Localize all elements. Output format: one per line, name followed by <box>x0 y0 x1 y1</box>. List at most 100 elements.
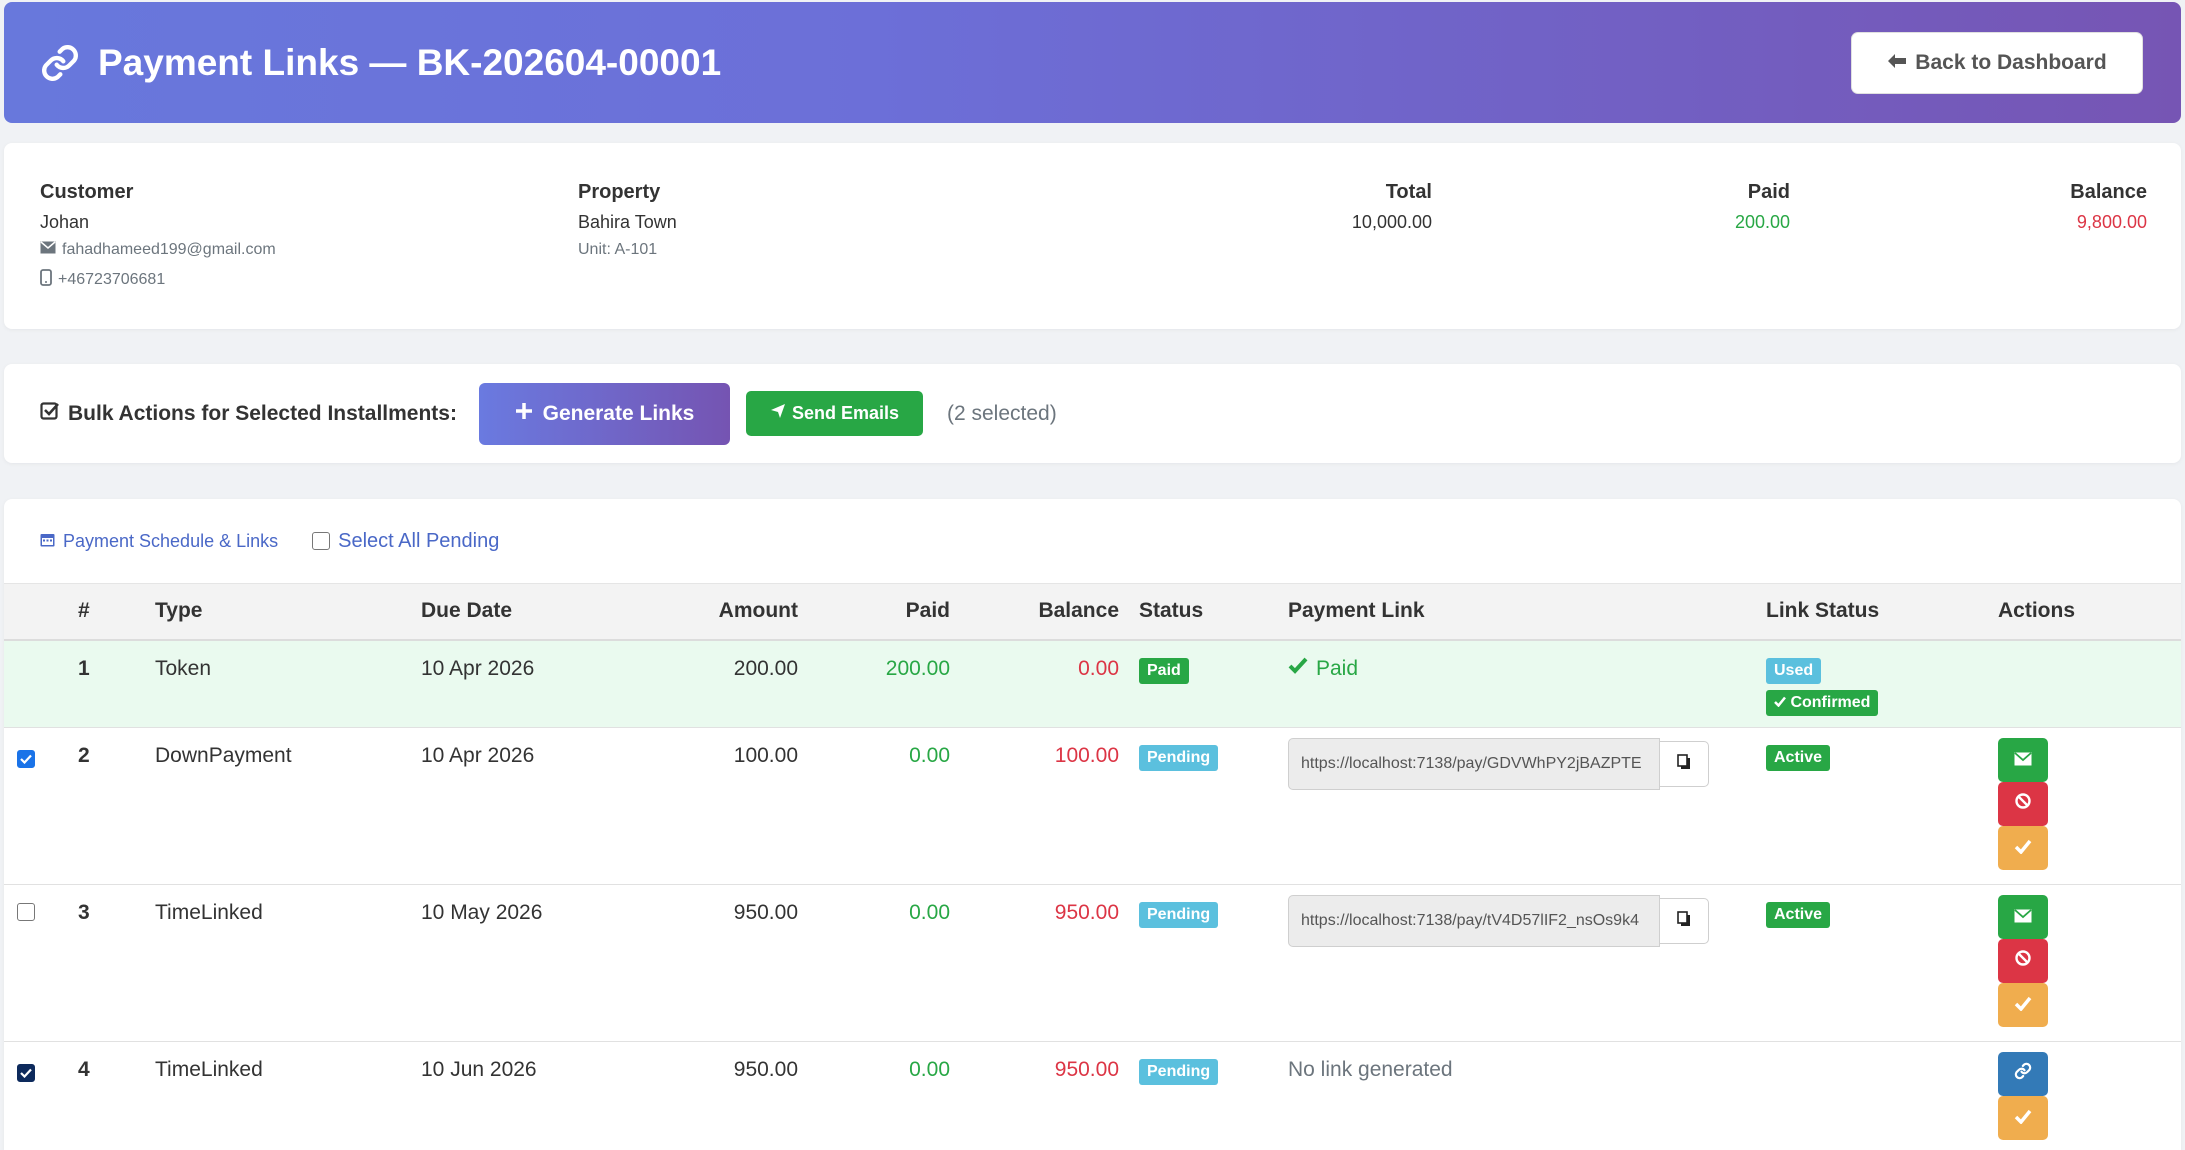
col-link-status: Link Status <box>1766 583 1998 641</box>
selected-count: (2 selected) <box>946 401 1057 425</box>
property-unit: Unit: A-101 <box>578 241 658 258</box>
link-status-badge: Active <box>1766 745 1831 771</box>
row-status-cell: Pending <box>1119 727 1288 885</box>
row-status-cell: Paid <box>1119 639 1288 728</box>
row-type: TimeLinked <box>155 1041 421 1150</box>
row-actions-cell <box>1998 727 2181 885</box>
col-payment-link: Payment Link <box>1288 583 1766 641</box>
property-label: Property <box>578 181 661 203</box>
row-due: 10 Jun 2026 <box>421 1041 630 1150</box>
back-to-dashboard-button[interactable]: Back to Dashboard <box>1851 31 2143 94</box>
booking-info-card: Customer Johan fahadhameed199@gmail.com … <box>4 143 2181 329</box>
payment-link-group: https://localhost:7138/pay/GDVWhPY2jBAZP… <box>1288 738 1766 790</box>
send-emails-button[interactable]: Send Emails <box>745 391 923 436</box>
col-balance: Balance <box>950 583 1119 641</box>
customer-name: Johan <box>40 212 90 232</box>
customer-phone-row: +46723706681 <box>40 269 276 291</box>
bulk-actions-card: Bulk Actions for Selected Installments: … <box>4 364 2181 463</box>
paid-value: 200.00 <box>1734 212 1790 232</box>
row-amount: 200.00 <box>630 639 798 728</box>
schedule-title: Payment Schedule & Links <box>40 531 278 552</box>
send-email-button[interactable] <box>1998 738 2048 782</box>
paper-plane-icon <box>770 403 786 424</box>
row-checkbox[interactable] <box>17 903 35 921</box>
row-status-cell: Pending <box>1119 1041 1288 1150</box>
mark-paid-button[interactable] <box>1998 826 2048 870</box>
customer-label: Customer <box>40 181 134 203</box>
select-all-pending[interactable]: Select All Pending <box>312 530 499 553</box>
copy-icon <box>1677 752 1691 776</box>
row-balance: 950.00 <box>950 1041 1119 1150</box>
paid-label: Paid <box>1747 181 1790 203</box>
check-square-icon <box>40 401 60 427</box>
send-emails-label: Send Emails <box>791 403 899 423</box>
generate-links-button[interactable]: Generate Links <box>478 382 730 445</box>
link-icon <box>40 41 84 85</box>
row-select-cell <box>4 639 48 728</box>
row-link-status-cell: Used Confirmed <box>1766 639 1998 728</box>
row-balance: 950.00 <box>950 884 1119 1042</box>
row-paid: 0.00 <box>798 1041 950 1150</box>
copy-link-button[interactable] <box>1659 898 1709 944</box>
row-num: 4 <box>48 1041 155 1150</box>
row-link-status-cell: Active <box>1766 884 1998 1042</box>
row-balance: 0.00 <box>950 639 1119 728</box>
row-link-cell: Paid <box>1288 639 1766 728</box>
row-paid: 0.00 <box>798 884 950 1042</box>
col-amount: Amount <box>630 583 798 641</box>
send-email-button[interactable] <box>1998 895 2048 939</box>
paid-indicator-text: Paid <box>1316 656 1359 680</box>
schedule-table: # Type Due Date Amount Paid Balance Stat… <box>4 583 2181 1150</box>
row-amount: 950.00 <box>630 884 798 1042</box>
deactivate-link-button[interactable] <box>1998 939 2048 983</box>
row-num: 3 <box>48 884 155 1042</box>
check-icon <box>2014 1106 2032 1130</box>
select-all-label: Select All Pending <box>338 529 500 552</box>
total-label: Total <box>1385 181 1432 203</box>
payment-link-input[interactable]: https://localhost:7138/pay/GDVWhPY2jBAZP… <box>1288 738 1660 790</box>
table-row: 2 DownPayment 10 Apr 2026 100.00 0.00 10… <box>4 727 2181 885</box>
customer-email: fahadhameed199@gmail.com <box>62 241 276 258</box>
mark-paid-button[interactable] <box>1998 1096 2048 1140</box>
select-all-checkbox[interactable] <box>312 532 331 550</box>
row-checkbox[interactable] <box>17 750 35 768</box>
payment-link-group: https://localhost:7138/pay/tV4D57lIF2_ns… <box>1288 895 1766 947</box>
row-select-cell <box>4 727 48 885</box>
row-due: 10 Apr 2026 <box>421 727 630 885</box>
total-section: Total 10,000.00 <box>1274 181 1432 241</box>
page-title: Payment Links — BK-202604-00001 <box>40 41 721 85</box>
generate-link-button[interactable] <box>1998 1052 2048 1096</box>
row-paid: 0.00 <box>798 727 950 885</box>
payment-link-input[interactable]: https://localhost:7138/pay/tV4D57lIF2_ns… <box>1288 895 1660 947</box>
row-type: Token <box>155 639 421 728</box>
row-link-cell: https://localhost:7138/pay/tV4D57lIF2_ns… <box>1288 884 1766 1042</box>
row-num: 2 <box>48 727 155 885</box>
generate-links-label: Generate Links <box>542 401 695 425</box>
table-header-row: # Type Due Date Amount Paid Balance Stat… <box>4 583 2181 641</box>
row-type: TimeLinked <box>155 884 421 1042</box>
deactivate-link-button[interactable] <box>1998 782 2048 826</box>
col-select <box>4 583 48 641</box>
mark-paid-button[interactable] <box>1998 983 2048 1027</box>
paid-indicator: Paid <box>1288 657 1766 681</box>
customer-section: Customer Johan fahadhameed199@gmail.com … <box>40 181 276 301</box>
row-link-status-cell <box>1766 1041 1998 1150</box>
row-type: DownPayment <box>155 727 421 885</box>
ban-icon <box>2014 949 2032 973</box>
property-section: Property Bahira Town Unit: A-101 <box>578 181 677 269</box>
copy-link-button[interactable] <box>1659 741 1709 787</box>
schedule-title-text: Payment Schedule & Links <box>63 530 279 551</box>
mobile-icon <box>40 269 52 291</box>
property-name: Bahira Town <box>578 212 677 232</box>
paid-section: Paid 200.00 <box>1632 181 1790 241</box>
row-checkbox[interactable] <box>17 1064 35 1082</box>
plus-icon <box>515 402 533 426</box>
row-link-status-cell: Active <box>1766 727 1998 885</box>
envelope-icon <box>2014 905 2032 929</box>
balance-section: Balance 9,800.00 <box>1989 181 2147 241</box>
row-link-cell: https://localhost:7138/pay/GDVWhPY2jBAZP… <box>1288 727 1766 885</box>
link-icon <box>2014 1062 2032 1086</box>
row-num: 1 <box>48 639 155 728</box>
total-value: 10,000.00 <box>1351 212 1432 232</box>
row-select-cell <box>4 1041 48 1150</box>
